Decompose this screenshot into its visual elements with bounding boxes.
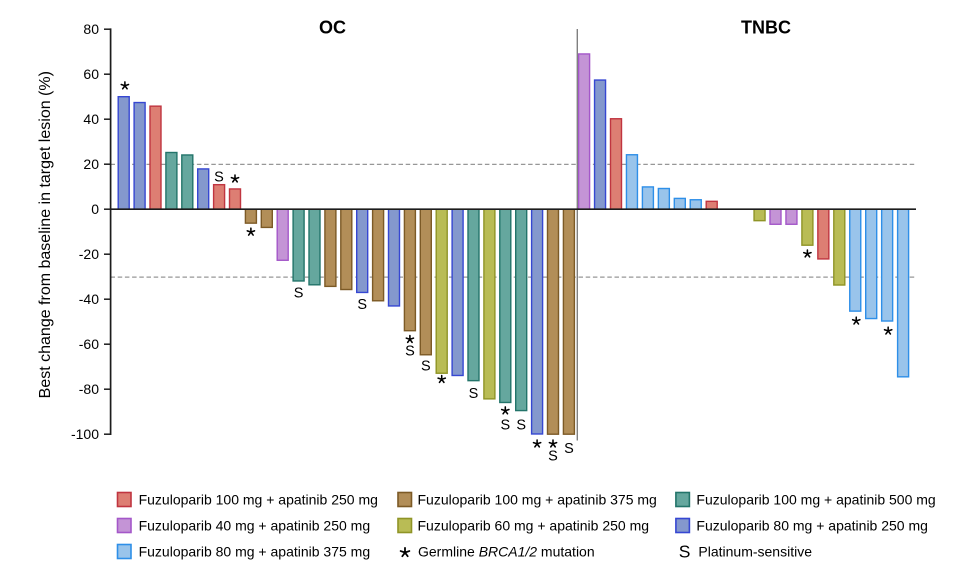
svg-text:S: S — [469, 386, 479, 402]
svg-text:-20: -20 — [79, 246, 99, 262]
svg-text:-40: -40 — [79, 291, 99, 307]
svg-text:S: S — [516, 417, 526, 433]
svg-text:-100: -100 — [71, 426, 99, 442]
svg-text:Fuzuloparib 100 mg + apatinib: Fuzuloparib 100 mg + apatinib 250 mg — [139, 492, 378, 508]
svg-text:80: 80 — [83, 21, 99, 37]
svg-text:Fuzuloparib 100 mg + apatinib: Fuzuloparib 100 mg + apatinib 375 mg — [418, 492, 657, 508]
svg-text:S: S — [294, 285, 304, 301]
svg-text:TNBC: TNBC — [741, 18, 791, 38]
svg-text:S: S — [500, 417, 510, 433]
svg-text:Fuzuloparib 80 mg + apatinib 2: Fuzuloparib 80 mg + apatinib 250 mg — [696, 518, 928, 534]
svg-text:S: S — [357, 297, 367, 313]
svg-text:Best change from baseline in t: Best change from baseline in target lesi… — [37, 71, 54, 398]
svg-text:S: S — [421, 359, 431, 375]
svg-text:Fuzuloparib 80 mg + apatinib 3: Fuzuloparib 80 mg + apatinib 375 mg — [139, 544, 371, 560]
svg-text:OC: OC — [319, 18, 346, 38]
svg-text:-80: -80 — [79, 381, 99, 397]
svg-text:Germline BRCA1/2 mutation: Germline BRCA1/2 mutation — [418, 544, 595, 560]
svg-text:20: 20 — [83, 156, 99, 172]
svg-text:S: S — [405, 344, 415, 360]
svg-text:Fuzuloparib 40 mg + apatinib 2: Fuzuloparib 40 mg + apatinib 250 mg — [139, 518, 371, 534]
svg-text:S: S — [679, 542, 691, 562]
svg-text:Fuzuloparib 60 mg + apatinib 2: Fuzuloparib 60 mg + apatinib 250 mg — [418, 518, 650, 534]
svg-text:60: 60 — [83, 66, 99, 82]
svg-text:40: 40 — [83, 111, 99, 127]
svg-text:S: S — [548, 449, 558, 465]
svg-text:Fuzuloparib 100 mg + apatinib: Fuzuloparib 100 mg + apatinib 500 mg — [696, 492, 935, 508]
svg-text:Platinum-sensitive: Platinum-sensitive — [698, 544, 812, 560]
svg-text:-60: -60 — [79, 336, 99, 352]
svg-text:S: S — [214, 170, 224, 186]
svg-text:0: 0 — [91, 201, 99, 217]
svg-text:S: S — [564, 441, 574, 457]
